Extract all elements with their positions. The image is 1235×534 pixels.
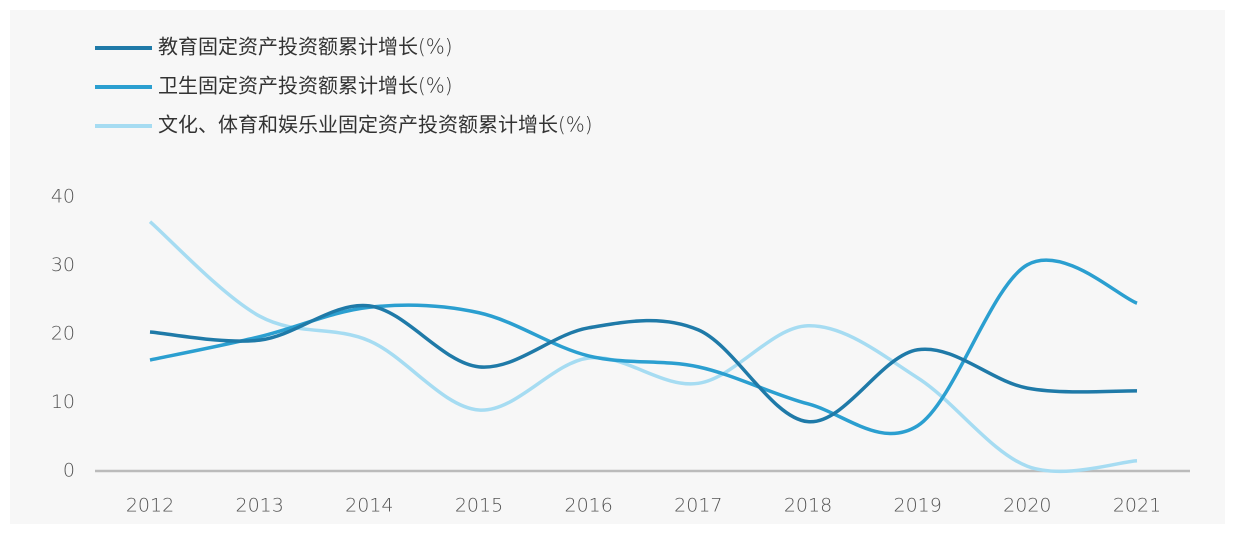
- x-tick-label: 2021: [1113, 495, 1161, 517]
- y-tick-label: 0: [63, 460, 75, 482]
- x-tick-label: 2019: [893, 495, 941, 517]
- y-tick-label: 10: [51, 391, 75, 413]
- line: [148, 220, 1138, 474]
- y-tick-label: 30: [51, 254, 75, 276]
- x-tick-label: 2015: [455, 495, 503, 517]
- x-tick-label: 2014: [345, 495, 393, 517]
- x-tick-label: 2017: [674, 495, 722, 517]
- legend-label: 教育固定资产投资额累计增长(%): [158, 35, 453, 59]
- legend-label: 文化、体育和娱乐业固定资产投资额累计增长(%): [158, 113, 593, 137]
- x-tick-label: 2013: [235, 495, 283, 517]
- legend-label: 卫生固定资产投资额累计增长(%): [158, 74, 453, 98]
- y-tick-label: 40: [51, 186, 75, 208]
- x-tick-label: 2018: [784, 495, 832, 517]
- line: [149, 303, 1138, 424]
- x-tick-label: 2016: [564, 495, 612, 517]
- x-tick-label: 2012: [126, 495, 174, 517]
- y-tick-label: 20: [51, 323, 75, 345]
- x-tick-label: 2020: [1003, 495, 1051, 517]
